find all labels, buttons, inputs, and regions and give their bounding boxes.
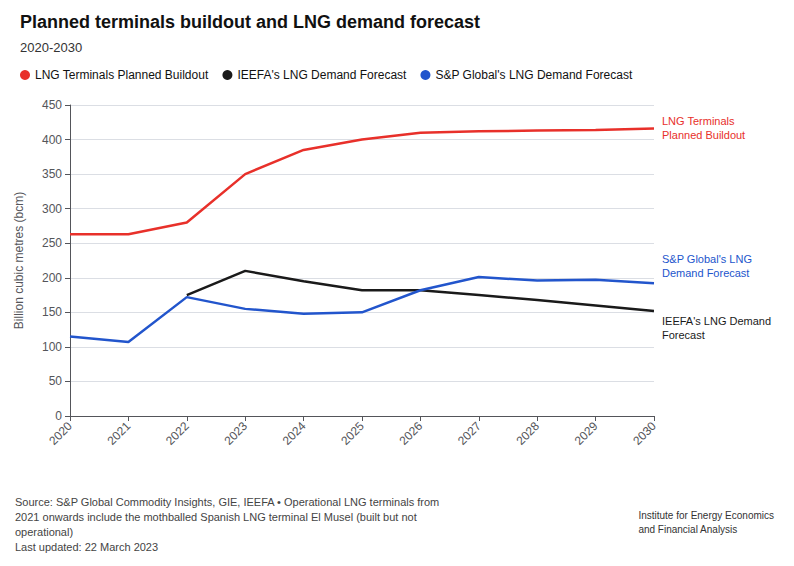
svg-text:100: 100: [42, 340, 62, 354]
svg-text:IEEFA's LNG Demand: IEEFA's LNG Demand: [662, 315, 771, 327]
svg-text:2028: 2028: [513, 419, 542, 448]
svg-text:Institute for Energy Economics: Institute for Energy Economics: [638, 510, 774, 521]
svg-text:S&P Global's LNG: S&P Global's LNG: [662, 253, 752, 265]
svg-text:IEEFA's LNG Demand Forecast: IEEFA's LNG Demand Forecast: [237, 68, 407, 82]
svg-text:2020-2030: 2020-2030: [20, 40, 82, 55]
svg-text:2030: 2030: [630, 419, 659, 448]
svg-text:2021: 2021: [105, 419, 134, 448]
svg-text:Planned terminals buildout and: Planned terminals buildout and LNG deman…: [20, 12, 480, 32]
svg-text:2026: 2026: [397, 419, 426, 448]
svg-text:2025: 2025: [338, 419, 367, 448]
svg-text:200: 200: [42, 271, 62, 285]
svg-text:350: 350: [42, 167, 62, 181]
svg-text:400: 400: [42, 133, 62, 147]
svg-text:2020: 2020: [46, 419, 75, 448]
svg-text:operational): operational): [15, 526, 73, 538]
svg-text:Demand Forecast: Demand Forecast: [662, 267, 749, 279]
svg-text:LNG Terminals Planned Buildout: LNG Terminals Planned Buildout: [35, 68, 209, 82]
svg-text:150: 150: [42, 305, 62, 319]
svg-text:2021 onwards include the mothb: 2021 onwards include the mothballed Span…: [15, 511, 417, 523]
svg-text:S&P Global's LNG Demand Foreca: S&P Global's LNG Demand Forecast: [435, 68, 632, 82]
svg-text:2027: 2027: [455, 419, 484, 448]
svg-text:2029: 2029: [572, 419, 601, 448]
svg-text:Forecast: Forecast: [662, 329, 705, 341]
svg-text:2024: 2024: [280, 419, 309, 448]
svg-text:0: 0: [55, 409, 62, 423]
svg-text:450: 450: [42, 98, 62, 112]
svg-text:250: 250: [42, 236, 62, 250]
svg-text:2023: 2023: [221, 419, 250, 448]
svg-text:Planned Buildout: Planned Buildout: [662, 129, 745, 141]
svg-text:Last updated: 22 March 2023: Last updated: 22 March 2023: [15, 541, 158, 553]
svg-text:and Financial Analysis: and Financial Analysis: [638, 524, 737, 535]
svg-text:50: 50: [49, 374, 63, 388]
svg-text:300: 300: [42, 202, 62, 216]
svg-text:LNG Terminals: LNG Terminals: [662, 115, 735, 127]
svg-text:Source: S&P Global Commodity I: Source: S&P Global Commodity Insights, G…: [15, 496, 439, 508]
svg-text:Billion cubic metres (bcm): Billion cubic metres (bcm): [12, 192, 26, 329]
svg-text:2022: 2022: [163, 419, 192, 448]
